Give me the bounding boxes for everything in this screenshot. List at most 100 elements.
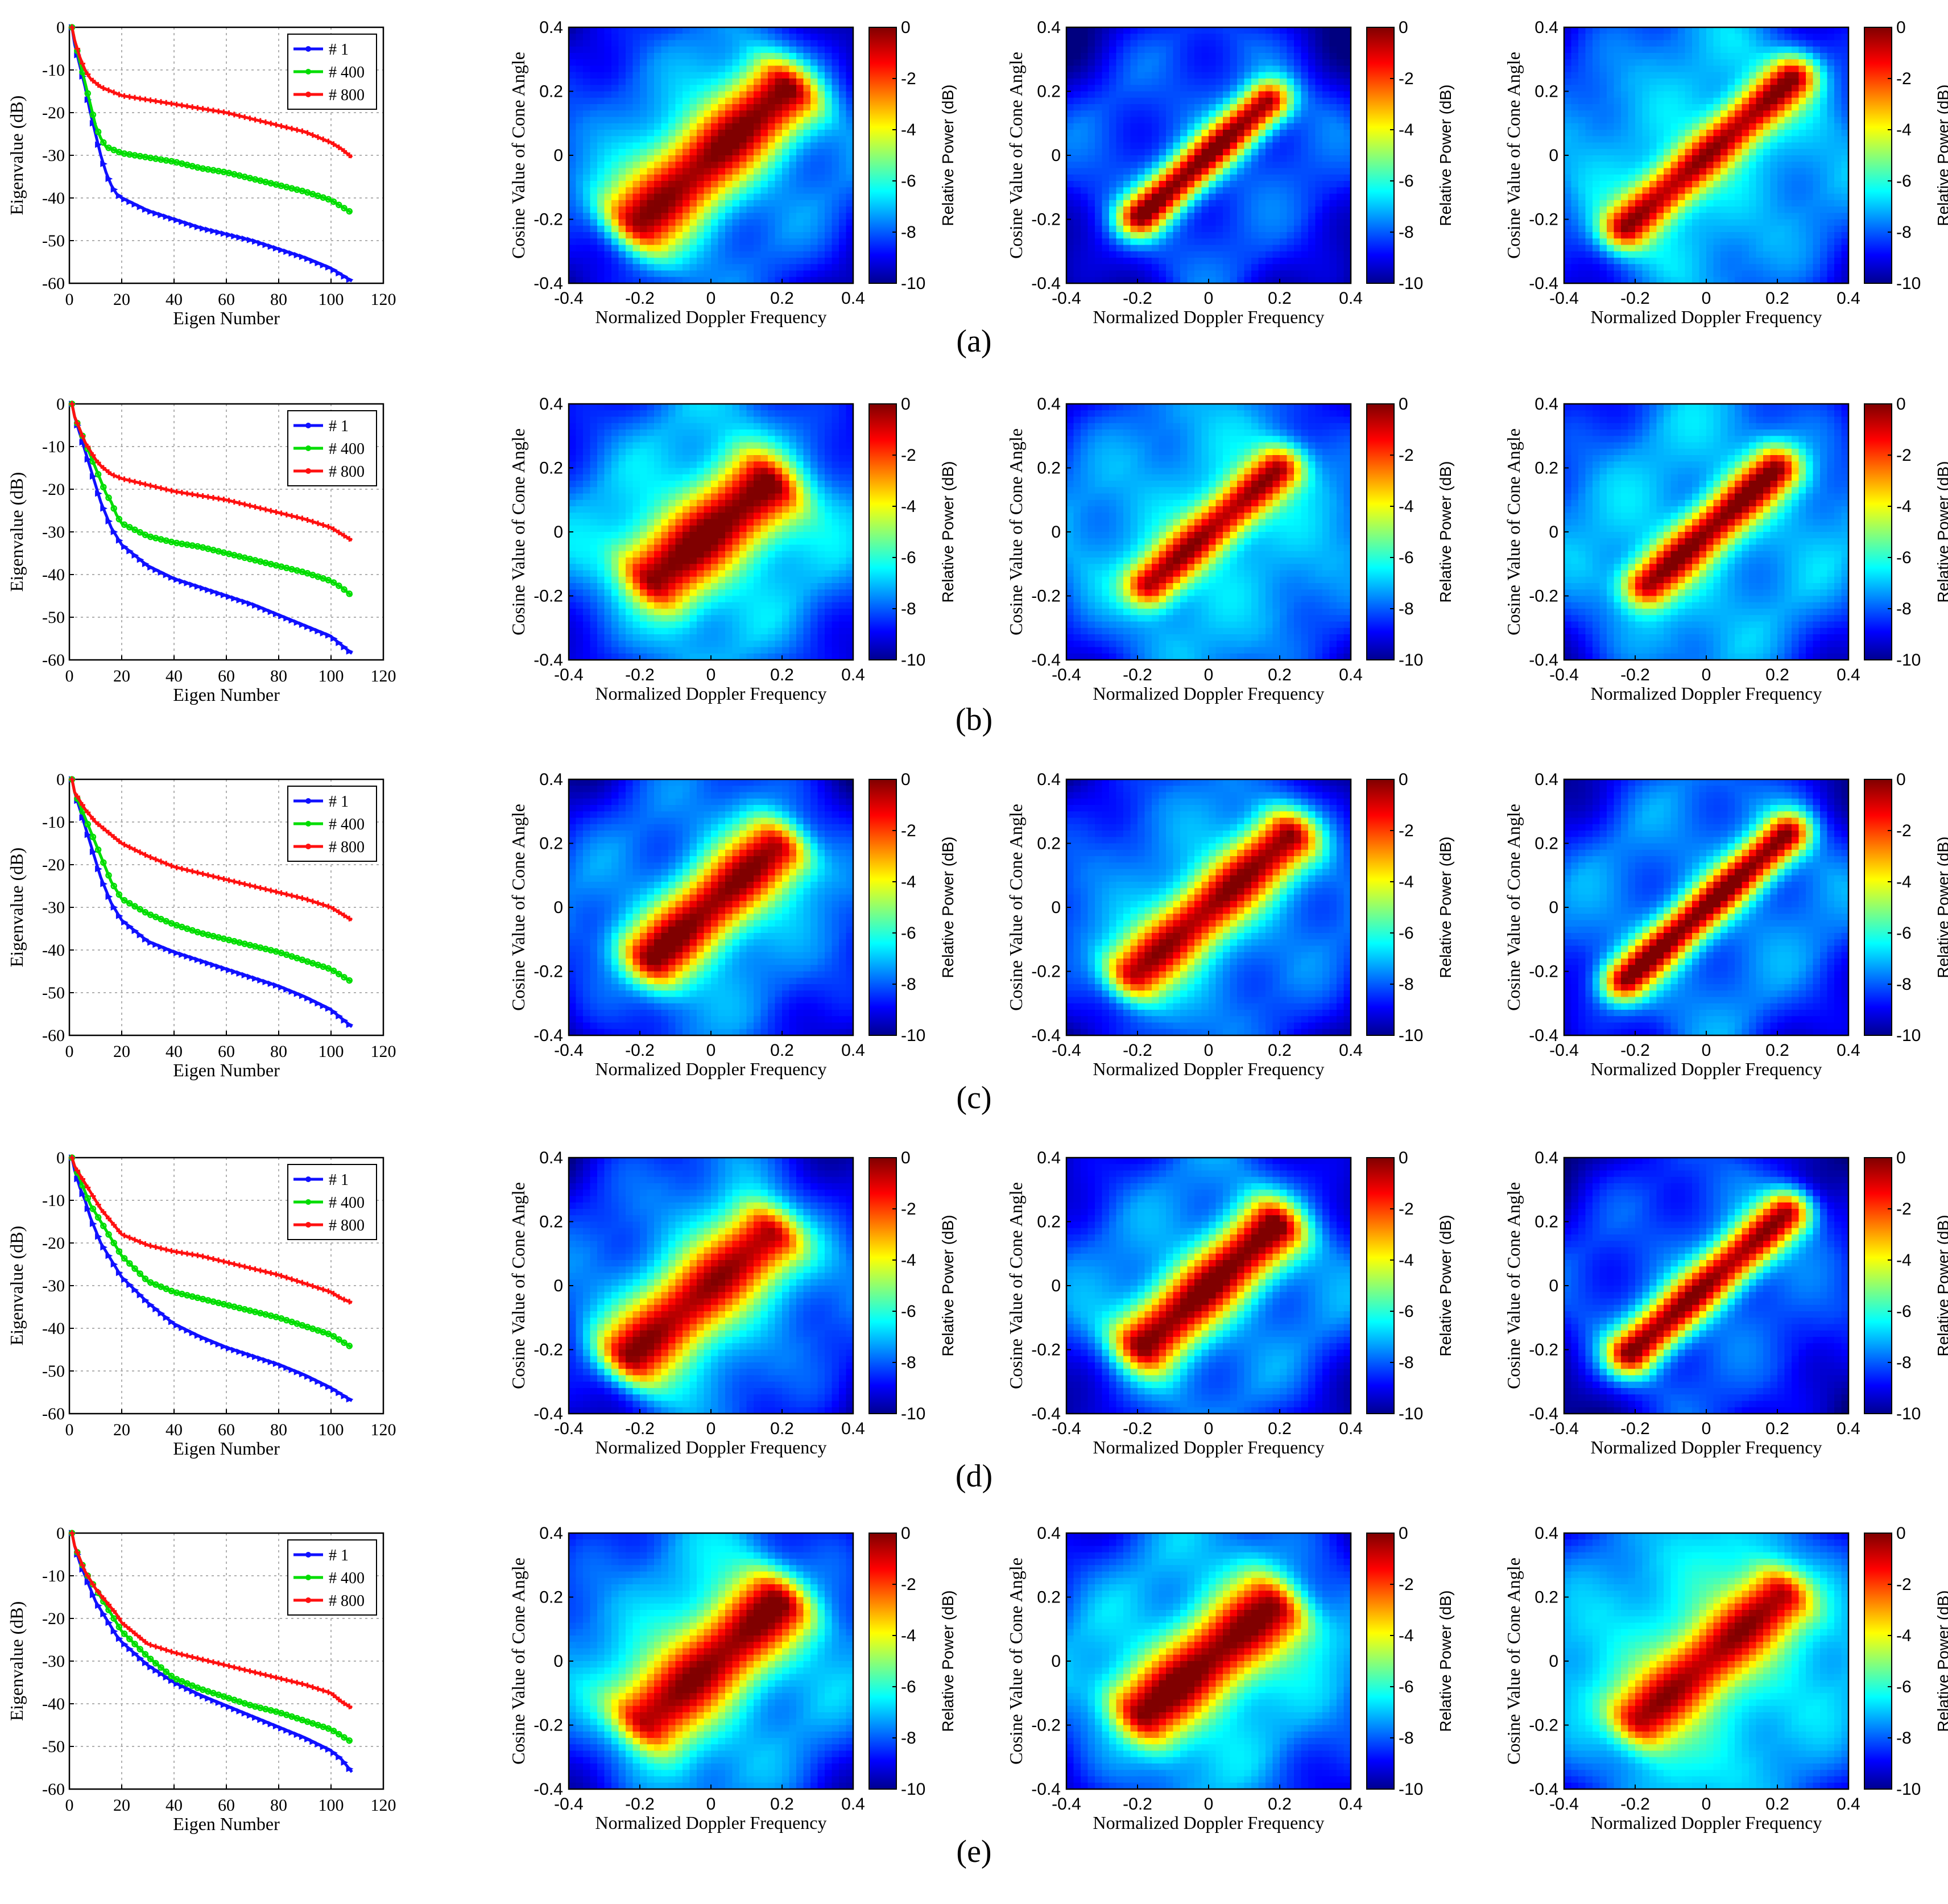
heatmap-cell [668,264,676,271]
heatmap-cell [569,175,576,181]
heatmap-cell [711,47,718,53]
heatmap-cell [754,271,761,278]
heatmap-cell [597,66,605,73]
heatmap-cell [583,251,590,258]
heatmap-cell [761,264,768,271]
heatmap-cell [761,85,768,92]
heatmap-cell [775,40,783,47]
heatmap-cell [690,104,697,111]
heatmap-cell [697,232,704,239]
heatmap-cell [654,149,661,156]
heatmap-cell [690,92,697,98]
heatmap-cell [583,187,590,194]
heatmap-cell [704,181,712,188]
heatmap-cell [690,232,697,239]
heatmap-cell [704,143,712,150]
heatmap-cell [661,200,669,207]
heatmap-cell [775,136,783,143]
heatmap-cell [611,238,619,245]
heatmap-cell [739,194,747,201]
heatmap-cell [733,181,740,188]
heatmap-cell [747,149,754,156]
heatmap-cell [605,85,612,92]
heatmap-cell [725,34,733,40]
heatmap-cell [739,200,747,207]
heatmap-cell [640,92,647,98]
heatmap-cell [661,130,669,137]
heatmap-cell [640,123,647,130]
heatmap-cell [697,175,704,181]
heatmap-cell [576,27,584,34]
heatmap-cell [761,155,768,162]
heatmap-cell [718,117,726,124]
heatmap-cell [633,162,640,168]
heatmap-cell [619,258,626,265]
heatmap-cell [697,245,704,252]
heatmap-cell [619,271,626,278]
heatmap-cell [768,149,775,156]
heatmap-cell [676,264,683,271]
heatmap-cell [619,53,626,60]
heatmap-cell [619,162,626,168]
heatmap-cell [768,79,775,85]
heatmap-cell [704,149,712,156]
heatmap-cell [647,271,655,278]
heatmap-cell [754,251,761,258]
heatmap-cell [626,98,633,105]
heatmap-cell [654,104,661,111]
heatmap-cell [697,181,704,188]
heatmap-cell [704,104,712,111]
heatmap-cell [597,271,605,278]
heatmap-cell [590,53,598,60]
heatmap-cell [690,175,697,181]
heatmap-cell [633,92,640,98]
heatmap-cell [647,143,655,150]
heatmap-cell [747,104,754,111]
heatmap-cell [597,155,605,162]
heatmap-cell [718,238,726,245]
heatmap-cell [597,34,605,40]
heatmap-cell [597,27,605,34]
heatmap-cell [611,258,619,265]
heatmap-cell [640,200,647,207]
heatmap-cell [640,59,647,66]
heatmap-cell [647,27,655,34]
heatmap-cell [605,27,612,34]
heatmap-cell [654,79,661,85]
heatmap-cell [739,206,747,213]
heatmap-cell [768,53,775,60]
heatmap-cell [597,47,605,53]
heatmap-cell [569,143,576,150]
heatmap-cell [619,187,626,194]
heatmap-cell [739,98,747,105]
heatmap-cell [569,220,576,226]
heatmap-cell [633,200,640,207]
heatmap-cell [747,155,754,162]
heatmap-cell [590,194,598,201]
heatmap-cell [611,110,619,117]
heatmap-cell [754,85,761,92]
heatmap-cell [605,40,612,47]
heatmap-cell [668,245,676,252]
heatmap-cell [725,40,733,47]
heatmap-cell [640,40,647,47]
heatmap-cell [661,238,669,245]
heatmap-cell [597,187,605,194]
heatmap-cell [754,168,761,175]
heatmap-cell [782,92,789,98]
heatmap-cell [661,98,669,105]
heatmap-cell [718,85,726,92]
heatmap-cell [683,66,690,73]
heatmap-cell [754,200,761,207]
heatmap-cell [626,79,633,85]
heatmap-cell [583,194,590,201]
heatmap-cell [718,59,726,66]
heatmap-cell [775,47,783,53]
heatmap-cell [576,92,584,98]
heatmap-cell [725,220,733,226]
heatmap-cell [640,226,647,233]
heatmap-cell [739,79,747,85]
heatmap-cell [711,251,718,258]
heatmap-cell [690,79,697,85]
heatmap-cell [747,200,754,207]
